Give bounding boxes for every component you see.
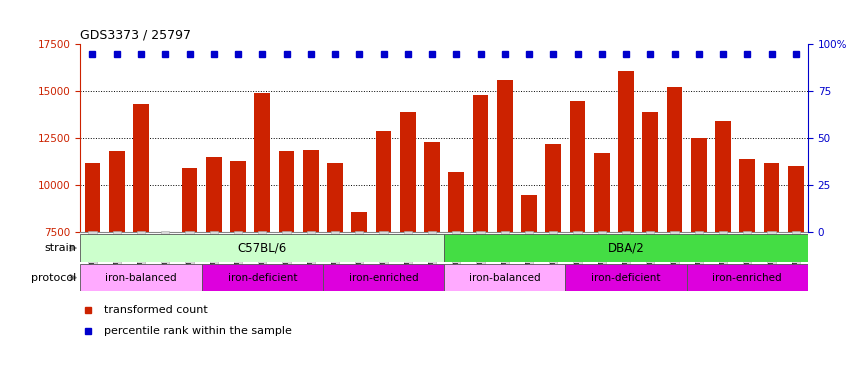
Bar (444, 264, 565, 291)
Bar (497, 80, 513, 373)
Text: GSM262800: GSM262800 (308, 232, 314, 277)
Text: iron-enriched: iron-enriched (712, 273, 782, 283)
Bar (618, 71, 634, 373)
Bar (565, 264, 687, 291)
Text: GSM262770: GSM262770 (186, 232, 193, 277)
Bar (255, 93, 270, 373)
Bar (788, 167, 804, 373)
Bar (80, 264, 201, 291)
Bar (133, 104, 149, 373)
Text: GSM262796: GSM262796 (211, 232, 217, 277)
Text: GSM262794: GSM262794 (404, 232, 411, 277)
Text: iron-enriched: iron-enriched (349, 273, 418, 283)
Text: GSM262762: GSM262762 (90, 232, 96, 277)
Text: GSM262773: GSM262773 (381, 232, 387, 277)
Bar (715, 121, 731, 373)
Bar (400, 112, 415, 373)
Bar (327, 163, 343, 373)
Text: GSM262844: GSM262844 (768, 232, 775, 277)
Text: GSM262953: GSM262953 (647, 232, 653, 277)
Text: GSM262768: GSM262768 (138, 232, 144, 277)
Bar (764, 163, 779, 373)
Bar (80, 234, 444, 262)
Bar (667, 88, 683, 373)
Bar (230, 161, 246, 373)
Bar (206, 157, 222, 373)
Text: GSM262950: GSM262950 (574, 232, 580, 277)
Bar (444, 234, 808, 262)
Bar (569, 101, 585, 373)
Text: protocol: protocol (31, 273, 76, 283)
Bar (739, 159, 755, 373)
Bar (201, 264, 323, 291)
Text: GSM262840: GSM262840 (550, 232, 557, 277)
Bar (473, 95, 488, 373)
Bar (424, 142, 440, 373)
Text: GSM262843: GSM262843 (744, 232, 750, 277)
Bar (351, 212, 367, 373)
Bar (691, 138, 706, 373)
Bar (642, 112, 658, 373)
Bar (546, 144, 561, 373)
Text: iron-deficient: iron-deficient (591, 273, 661, 283)
Text: GSM262954: GSM262954 (672, 232, 678, 277)
Text: GSM262797: GSM262797 (235, 232, 241, 277)
Text: GSM262765: GSM262765 (113, 232, 120, 277)
Text: GSM262842: GSM262842 (720, 232, 726, 277)
Bar (303, 149, 319, 373)
Text: strain: strain (44, 243, 76, 253)
Text: GSM262799: GSM262799 (283, 232, 289, 277)
Text: GSM262819: GSM262819 (477, 232, 484, 277)
Text: GSM262952: GSM262952 (623, 232, 629, 277)
Bar (323, 264, 444, 291)
Text: iron-deficient: iron-deficient (228, 273, 297, 283)
Text: DBA/2: DBA/2 (607, 242, 645, 255)
Text: percentile rank within the sample: percentile rank within the sample (104, 326, 292, 336)
Bar (521, 195, 537, 373)
Bar (85, 163, 101, 373)
Text: GSM262769: GSM262769 (162, 232, 168, 277)
Text: iron-balanced: iron-balanced (469, 273, 541, 283)
Text: GSM262795: GSM262795 (429, 232, 435, 277)
Text: GSM262772: GSM262772 (356, 232, 362, 277)
Bar (687, 264, 808, 291)
Text: GSM262839: GSM262839 (526, 232, 532, 277)
Text: GSM262798: GSM262798 (259, 232, 266, 277)
Text: GDS3373 / 25797: GDS3373 / 25797 (80, 28, 191, 41)
Text: GSM262820: GSM262820 (502, 232, 508, 277)
Bar (182, 168, 197, 373)
Text: GSM262951: GSM262951 (599, 232, 605, 277)
Text: GSM262845: GSM262845 (793, 232, 799, 277)
Text: C57BL/6: C57BL/6 (238, 242, 287, 255)
Text: GSM262771: GSM262771 (332, 232, 338, 277)
Bar (376, 131, 392, 373)
Bar (594, 153, 610, 373)
Bar (157, 234, 173, 373)
Bar (278, 151, 294, 373)
Text: GSM262841: GSM262841 (695, 232, 702, 277)
Bar (109, 151, 124, 373)
Text: transformed count: transformed count (104, 305, 207, 315)
Text: GSM262817: GSM262817 (453, 232, 459, 277)
Bar (448, 172, 464, 373)
Text: iron-balanced: iron-balanced (105, 273, 177, 283)
